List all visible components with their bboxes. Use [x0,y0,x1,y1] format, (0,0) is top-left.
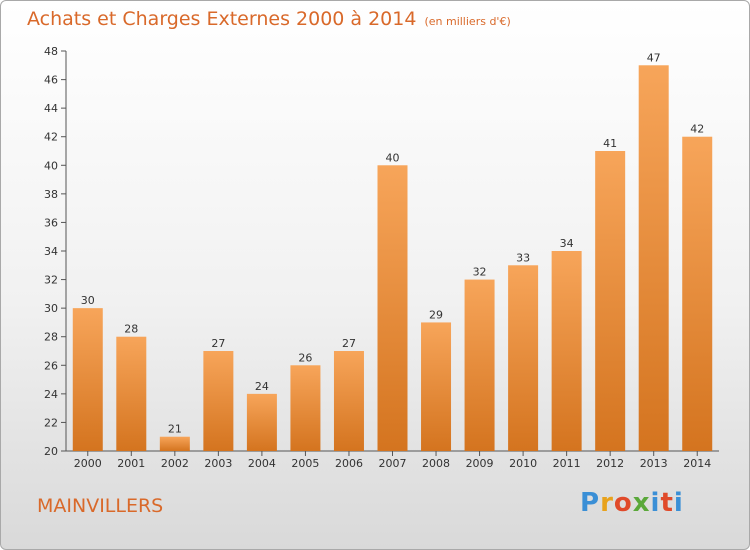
bar [116,336,147,451]
brand-logo: Proxiti [580,488,684,518]
data-label: 26 [298,351,312,364]
y-axis: 20 22 24 26 28 30 32 34 36 38 40 42 44 46 48 [44,45,67,458]
y-tick-label: 30 [44,302,58,315]
chart-unit: (en milliers d'€) [424,15,511,28]
x-tick-label: 2006 [335,457,363,470]
data-label: 40 [386,151,400,164]
y-tick-label: 36 [44,216,58,229]
y-tick-label: 48 [44,45,58,58]
x-tick-label: 2001 [117,457,145,470]
data-label: 27 [211,337,225,350]
x-tick-label: 2012 [596,457,624,470]
bar [421,322,452,451]
bar [377,165,408,452]
bar [551,251,582,451]
x-tick-label: 2009 [466,457,494,470]
x-tick-label: 2011 [553,457,581,470]
data-label: 47 [647,51,661,64]
bar [638,65,669,452]
y-tick-label: 42 [44,131,58,144]
y-tick-label: 22 [44,416,58,429]
chart-title: Achats et Charges Externes 2000 à 2014 [27,8,417,30]
y-tick-label: 44 [44,102,58,115]
data-label: 24 [255,380,269,393]
bar [682,136,713,451]
bar [246,393,277,451]
x-tick-label: 2005 [291,457,319,470]
data-label: 32 [473,266,487,279]
x-tick-label: 2013 [640,457,668,470]
y-tick-label: 34 [44,245,58,258]
bar [203,351,234,451]
y-tick-label: 38 [44,188,58,201]
y-tick-label: 20 [44,445,58,458]
data-label: 42 [690,123,704,136]
y-tick-label: 46 [44,74,58,87]
data-label: 21 [168,423,182,436]
x-tick-label: 2008 [422,457,450,470]
bar [508,265,539,451]
commune-name: MAINVILLERS [37,495,164,517]
x-tick-label: 2002 [161,457,189,470]
data-label: 28 [124,323,138,336]
data-label: 27 [342,337,356,350]
x-axis: 2000 2001 2002 2003 2004 2005 2006 2007 2008 2009… [66,450,719,470]
bar [290,365,321,451]
bar [464,279,495,451]
x-tick-label: 2003 [204,457,232,470]
data-label: 29 [429,308,443,321]
bar [595,151,626,451]
x-tick-label: 2007 [379,457,407,470]
data-label: 34 [560,237,574,250]
data-labels-group: 30 28 21 27 24 26 27 40 29 32 33 34 41 47 42 [81,51,704,435]
x-tick-label: 2004 [248,457,276,470]
x-tick-label: 2014 [683,457,711,470]
y-tick-label: 24 [44,388,58,401]
data-label: 30 [81,294,95,307]
y-tick-label: 32 [44,274,58,287]
bars-group [72,65,713,452]
chart-title-block: Achats et Charges Externes 2000 à 2014 (e… [27,8,511,30]
bar [72,308,103,451]
data-label: 33 [516,251,530,264]
x-tick-label: 2010 [509,457,537,470]
x-tick-label: 2000 [74,457,102,470]
bar [333,351,364,451]
y-tick-label: 28 [44,331,58,344]
y-tick-label: 26 [44,359,58,372]
y-tick-label: 40 [44,159,58,172]
bar [159,436,190,451]
data-label: 41 [603,137,617,150]
